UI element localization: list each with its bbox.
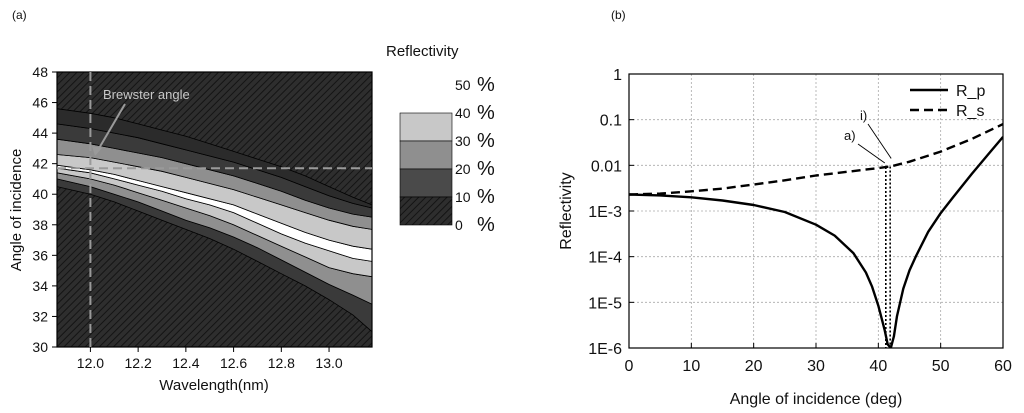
contour-band [57, 108, 372, 209]
y-tick-label: 1E-3 [588, 204, 622, 221]
colorbar-tick-label: 10 [455, 189, 471, 205]
series-line-r-s [629, 123, 1003, 196]
colorbar-swatch [399, 140, 453, 170]
panel-a-label: (a) [12, 8, 27, 22]
y-tick-label: 1E-5 [588, 295, 622, 312]
legend-label: R_p [956, 83, 985, 100]
colorbar-unit: % [477, 158, 495, 180]
colorbar-tick-label: 40 [455, 105, 471, 121]
x-tick-label: 13.0 [315, 355, 342, 371]
plot-a-axes: 12.0 12.2 12.4 12.6 12.8 13.0 30 32 34 36 38 40 42 44… [32, 64, 342, 371]
plot-b-axes: 0 10 20 30 40 50 60 1 0.1 0.01 1E-3 1E-4 1E-5 1E-6 [588, 67, 1012, 375]
colorbar-tick-label: 20 [455, 161, 471, 177]
x-tick-label: 20 [745, 358, 763, 375]
y-tick-label: 0.01 [591, 158, 622, 175]
x-tick-label: 12.6 [220, 355, 247, 371]
colorbar-swatch [399, 196, 453, 226]
colorbar-swatch [399, 112, 453, 142]
x-tick-label: 12.4 [172, 355, 199, 371]
y-tick-label: 0.1 [600, 113, 622, 130]
x-tick-label: 12.2 [125, 355, 152, 371]
x-tick-label: 60 [994, 358, 1012, 375]
y-tick-label: 34 [32, 278, 48, 294]
x-tick-label: 12.0 [77, 355, 104, 371]
plot-a-ylabel: Angle of incidence [8, 149, 25, 272]
brewster-arrow-head [92, 146, 102, 156]
colorbar-unit: % [477, 102, 495, 124]
colorbar-tick-label: 0 [455, 217, 463, 233]
annotation-label: i) [860, 108, 867, 123]
colorbar-unit: % [477, 186, 495, 208]
x-tick-label: 10 [682, 358, 700, 375]
y-tick-label: 30 [32, 339, 48, 355]
colorbar-swatch [399, 168, 453, 198]
brewster-angle-label: Brewster angle [103, 87, 190, 102]
plot-b-xlabel: Angle of incidence (deg) [730, 391, 903, 408]
annotation-arrow [867, 123, 892, 159]
brewster-lines [57, 72, 372, 347]
colorbar-tick-label: 30 [455, 133, 471, 149]
y-tick-label: 40 [32, 186, 48, 202]
annotation-label: a) [844, 128, 856, 143]
x-tick-label: 30 [807, 358, 825, 375]
y-tick-label: 1E-4 [588, 250, 622, 267]
brewster-arrow-line [97, 103, 126, 151]
x-tick-label: 50 [932, 358, 950, 375]
colorbar: 50 % 40 % 30 % 20 % 10 % 0% [399, 74, 495, 236]
colorbar-unit: % [477, 214, 495, 236]
y-tick-label: 38 [32, 217, 48, 233]
plot-a-xlabel: Wavelength(nm) [159, 377, 268, 394]
y-tick-label: 36 [32, 247, 48, 263]
legend-label: R_s [956, 103, 984, 120]
y-tick-label: 1 [613, 67, 622, 84]
plot-a-frame [56, 71, 373, 348]
x-tick-label: 12.8 [268, 355, 295, 371]
plot-b-legend: R_p R_s [910, 83, 985, 120]
x-tick-label: 40 [869, 358, 887, 375]
y-tick-label: 46 [32, 95, 48, 111]
plot-b-series [629, 123, 1003, 348]
plot-b-ylabel: Reflectivity [558, 172, 575, 249]
x-tick-label: 0 [625, 358, 634, 375]
y-tick-label: 32 [32, 308, 48, 324]
colorbar-tick-label: 50 [455, 77, 471, 93]
annotation-arrow [857, 143, 886, 164]
plot-b-markers [885, 166, 891, 348]
plot-b-grid [629, 74, 1003, 348]
colorbar-unit: % [477, 74, 495, 96]
y-tick-label: 1E-6 [588, 341, 622, 358]
y-tick-label: 42 [32, 156, 48, 172]
contour-plot [57, 72, 372, 347]
y-tick-label: 48 [32, 64, 48, 80]
panel-b-label: (b) [611, 8, 626, 22]
colorbar-title: Reflectivity [386, 43, 459, 60]
y-tick-label: 44 [32, 125, 48, 141]
plot-b-annotations: a) i) [844, 108, 892, 164]
series-line-r-p [629, 136, 1003, 348]
brewster-annotation: Brewster angle [92, 87, 190, 156]
colorbar-unit: % [477, 130, 495, 152]
